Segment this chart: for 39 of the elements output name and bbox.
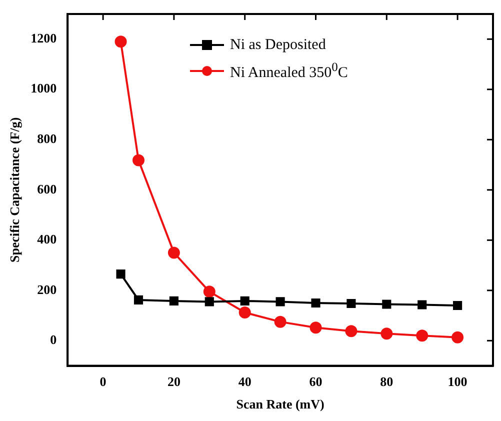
- point: [204, 297, 214, 306]
- point: [380, 328, 393, 340]
- x-tick-label: 40: [238, 374, 252, 389]
- legend-label: Ni as Deposited: [230, 36, 326, 54]
- x-tick-label: 80: [380, 374, 394, 389]
- y-tick-label: 1000: [30, 80, 57, 96]
- x-tick-label: 20: [167, 374, 180, 389]
- point: [169, 296, 178, 306]
- point: [418, 300, 427, 310]
- point: [346, 298, 356, 308]
- y-tick-label: 600: [37, 181, 57, 196]
- point: [382, 300, 392, 309]
- legend-label: Ni Annealed 350$^{0}$C: [230, 60, 348, 82]
- y-axis-title: Specific Capacitance (F/g): [7, 117, 22, 262]
- y-tick-label: 800: [37, 131, 57, 146]
- x-axis-title: Scan Rate (mV): [236, 396, 324, 412]
- x-tick-label: 60: [309, 374, 322, 389]
- x-tick-label: 0: [100, 374, 106, 389]
- point: [114, 36, 127, 48]
- point: [168, 246, 180, 259]
- point: [452, 331, 464, 344]
- point: [203, 286, 216, 298]
- point: [132, 154, 144, 166]
- point: [416, 330, 428, 342]
- point: [311, 298, 320, 308]
- point: [276, 297, 285, 306]
- y-tick-label: 1200: [30, 30, 57, 46]
- y-tick-label: 200: [37, 282, 57, 297]
- point: [240, 296, 250, 306]
- point: [453, 300, 462, 310]
- point: [238, 306, 251, 319]
- x-tick-label: 100: [448, 374, 468, 389]
- point: [274, 316, 286, 328]
- y-tick-label: 400: [37, 232, 57, 247]
- point: [310, 322, 322, 334]
- point: [345, 325, 358, 338]
- point: [116, 270, 126, 279]
- y-tick-label: 0: [50, 332, 57, 348]
- point: [134, 295, 144, 304]
